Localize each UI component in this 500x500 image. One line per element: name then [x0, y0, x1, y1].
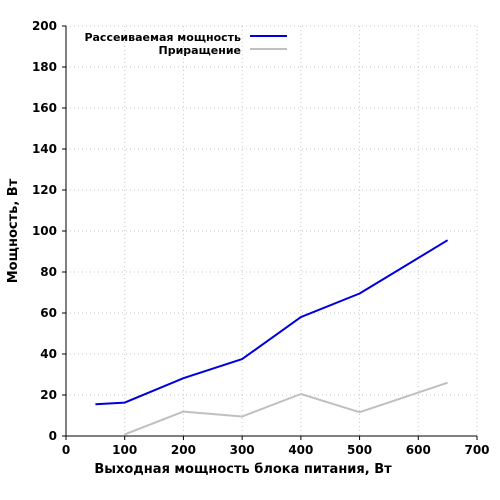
grid: [66, 25, 478, 436]
y-tick-label: 180: [32, 60, 57, 74]
y-tick-label: 140: [32, 142, 57, 156]
x-tick-label: 100: [112, 443, 137, 457]
x-tick-label: 200: [171, 443, 196, 457]
y-axis-title: Мощность, Вт: [6, 178, 21, 283]
y-tick-label: 100: [32, 224, 57, 238]
y-tick-label: 60: [40, 306, 57, 320]
y-tick-label: 120: [32, 183, 57, 197]
x-tick-label: 700: [464, 443, 489, 457]
x-tick-label: 300: [230, 443, 255, 457]
x-tick-label: 500: [347, 443, 372, 457]
y-tick-label: 80: [40, 265, 57, 279]
y-tick-label: 200: [32, 19, 57, 33]
legend-label-dissipated: Рассеиваемая мощность: [84, 31, 241, 44]
series-line-dissipated: [95, 239, 449, 406]
y-tick-label: 160: [32, 101, 57, 115]
x-axis-title: Выходная мощность блока питания, Вт: [94, 462, 392, 477]
series-line-increment: [124, 381, 448, 436]
y-tick-label: 40: [40, 347, 57, 361]
x-tick-label: 400: [288, 443, 313, 457]
axes: [65, 26, 477, 437]
series: [95, 239, 449, 436]
x-tick-label: 0: [62, 443, 70, 457]
ticks: 0 20 40 60 80 100 120 140 160 180 200 0 100 200 300 400…: [32, 19, 490, 457]
x-tick-label: 600: [406, 443, 431, 457]
y-tick-label: 20: [40, 388, 57, 402]
legend: Рассеиваемая мощность Приращение: [84, 31, 287, 57]
legend-label-increment: Приращение: [159, 44, 241, 57]
y-tick-label: 0: [49, 429, 57, 443]
